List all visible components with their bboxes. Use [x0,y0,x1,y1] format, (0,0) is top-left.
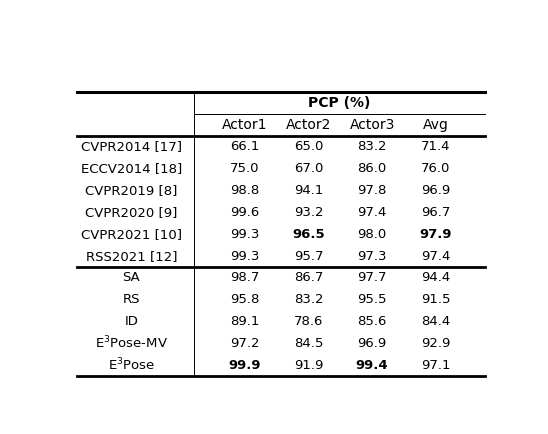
Text: 83.2: 83.2 [357,140,387,153]
Text: 65.0: 65.0 [294,140,323,153]
Text: 66.1: 66.1 [230,140,259,153]
Text: 84.5: 84.5 [294,337,323,350]
Text: Avg: Avg [423,118,449,132]
Text: 67.0: 67.0 [294,162,323,175]
Text: 91.9: 91.9 [294,359,323,372]
Text: 95.5: 95.5 [357,293,387,306]
Text: 75.0: 75.0 [230,162,260,175]
Text: 86.0: 86.0 [357,162,387,175]
Text: 99.4: 99.4 [356,359,389,372]
Text: 97.4: 97.4 [357,206,387,219]
Text: 92.9: 92.9 [421,337,450,350]
Text: RSS2021 [12]: RSS2021 [12] [85,250,177,263]
Text: 97.9: 97.9 [420,228,452,241]
Text: ECCV2014 [18]: ECCV2014 [18] [81,162,182,175]
Text: 96.5: 96.5 [292,228,325,241]
Text: ID: ID [124,315,138,328]
Text: Actor2: Actor2 [286,118,331,132]
Text: 95.8: 95.8 [230,293,259,306]
Text: 95.7: 95.7 [294,250,323,263]
Text: 99.3: 99.3 [230,228,259,241]
Text: E$^3$Pose: E$^3$Pose [108,357,155,374]
Text: 99.9: 99.9 [229,359,261,372]
Text: 97.8: 97.8 [357,184,387,197]
Text: 71.4: 71.4 [421,140,450,153]
Text: 89.1: 89.1 [230,315,259,328]
Text: RS: RS [123,293,140,306]
Text: CVPR2021 [10]: CVPR2021 [10] [81,228,182,241]
Text: Actor3: Actor3 [350,118,395,132]
Text: 97.7: 97.7 [357,271,387,284]
Text: Actor1: Actor1 [222,118,267,132]
Text: CVPR2019 [8]: CVPR2019 [8] [85,184,178,197]
Text: 94.1: 94.1 [294,184,323,197]
Text: 85.6: 85.6 [357,315,387,328]
Text: 96.7: 96.7 [421,206,450,219]
Text: E$^3$Pose-MV: E$^3$Pose-MV [95,335,168,352]
Text: 96.9: 96.9 [421,184,450,197]
Text: 98.8: 98.8 [230,184,259,197]
Text: 97.4: 97.4 [421,250,450,263]
Text: 83.2: 83.2 [294,293,323,306]
Text: CVPR2020 [9]: CVPR2020 [9] [85,206,178,219]
Text: 97.3: 97.3 [357,250,387,263]
Text: 94.4: 94.4 [421,271,450,284]
Text: SA: SA [123,271,140,284]
Text: 97.1: 97.1 [421,359,450,372]
Text: PCP (%): PCP (%) [308,96,370,110]
Text: 93.2: 93.2 [294,206,323,219]
Text: 91.5: 91.5 [421,293,450,306]
Text: 78.6: 78.6 [294,315,323,328]
Text: 99.6: 99.6 [230,206,259,219]
Text: 84.4: 84.4 [421,315,450,328]
Text: 98.7: 98.7 [230,271,259,284]
Text: 99.3: 99.3 [230,250,259,263]
Text: CVPR2014 [17]: CVPR2014 [17] [81,140,182,153]
Text: 86.7: 86.7 [294,271,323,284]
Text: 98.0: 98.0 [357,228,387,241]
Text: 76.0: 76.0 [421,162,450,175]
Text: 96.9: 96.9 [357,337,387,350]
Text: 97.2: 97.2 [230,337,260,350]
